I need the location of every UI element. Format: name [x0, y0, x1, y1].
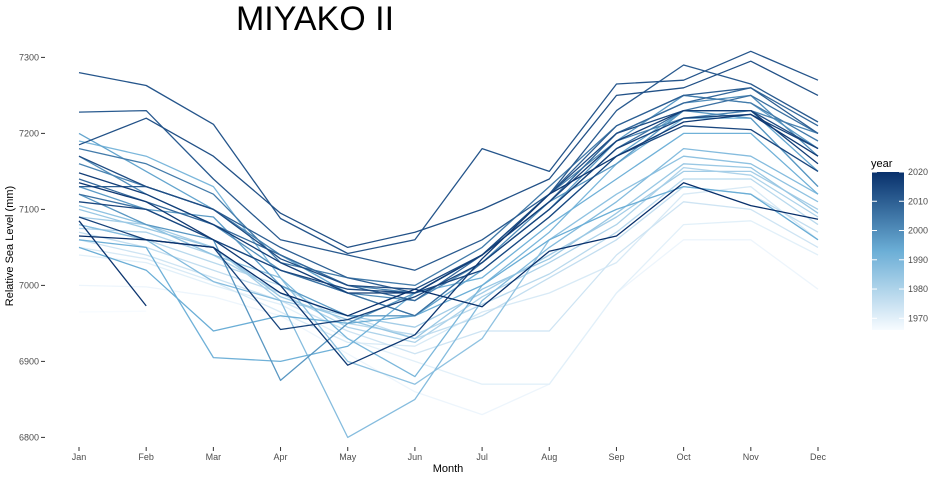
x-tick-label: Aug [541, 452, 557, 462]
series-line-2012 [78, 50, 819, 255]
legend-tick-label: 2010 [908, 196, 928, 206]
series-line-2020 [78, 182, 819, 317]
legend-ticks: 1970 1980 1990 2000 2010 2020 [872, 167, 928, 323]
series-line-2013 [78, 60, 819, 249]
series-line-1976 [78, 185, 819, 340]
series-line-1993 [78, 185, 819, 332]
x-tick-label: Oct [677, 452, 692, 462]
series-line-2015 [78, 125, 819, 294]
series-line-1984 [78, 163, 819, 340]
chart-title: MIYAKO II [236, 0, 394, 38]
x-tick-label: Apr [274, 452, 288, 462]
legend-tick-label: 1980 [908, 284, 928, 294]
y-tick-label: 7100 [19, 204, 39, 214]
series-line-1992 [78, 132, 819, 363]
series-line-2017 [78, 109, 819, 294]
legend-tick-label: 1970 [908, 313, 928, 323]
series-line-2008 [78, 87, 819, 302]
y-tick-label: 7000 [19, 280, 39, 290]
series-line-1978 [78, 178, 819, 336]
x-axis-title: Month [433, 463, 464, 475]
legend: year 1970 1980 1990 2000 2010 2020 [871, 158, 928, 330]
x-tick-label: Jan [72, 452, 87, 462]
y-axis-title: Relative Sea Level (mm) [4, 186, 16, 306]
y-tick-label: 7300 [19, 52, 39, 62]
series-line-2018 [78, 113, 819, 366]
legend-tick-label: 1990 [908, 255, 928, 265]
x-tick-label: Jun [408, 452, 423, 462]
legend-colorbar [872, 172, 904, 330]
series-line-1968 [78, 239, 819, 416]
x-tick-label: Feb [138, 452, 154, 462]
legend-tick-label: 2000 [908, 226, 928, 236]
series-line-1970 [78, 220, 819, 385]
series-lines [78, 50, 819, 439]
series-line-1980 [78, 166, 819, 344]
series-line-2019 [78, 220, 147, 307]
y-tick-label: 6800 [19, 432, 39, 442]
x-tick-label: Sep [608, 452, 624, 462]
x-axis: Jan Feb Mar Apr May Jun Jul Aug Sep Oct Nov Dec [72, 447, 827, 462]
series-line-1986 [78, 155, 819, 385]
legend-title: year [871, 158, 893, 170]
y-tick-label: 7200 [19, 128, 39, 138]
series-line-2004 [78, 94, 819, 287]
x-tick-label: Dec [810, 452, 827, 462]
x-tick-label: Mar [206, 452, 222, 462]
x-tick-label: Nov [743, 452, 760, 462]
x-tick-label: Jul [476, 452, 488, 462]
x-tick-label: May [339, 452, 357, 462]
series-line-1966 [78, 310, 147, 313]
legend-tick-label: 2020 [908, 167, 928, 177]
y-axis: 6800 6900 7000 7100 7200 7300 [19, 52, 45, 442]
series-line-1997 [78, 94, 819, 317]
series-line-2011 [78, 64, 819, 271]
y-tick-label: 6900 [19, 356, 39, 366]
series-line-1988 [78, 147, 819, 439]
series-line-1972 [78, 185, 819, 347]
series-line-2006 [78, 94, 819, 317]
